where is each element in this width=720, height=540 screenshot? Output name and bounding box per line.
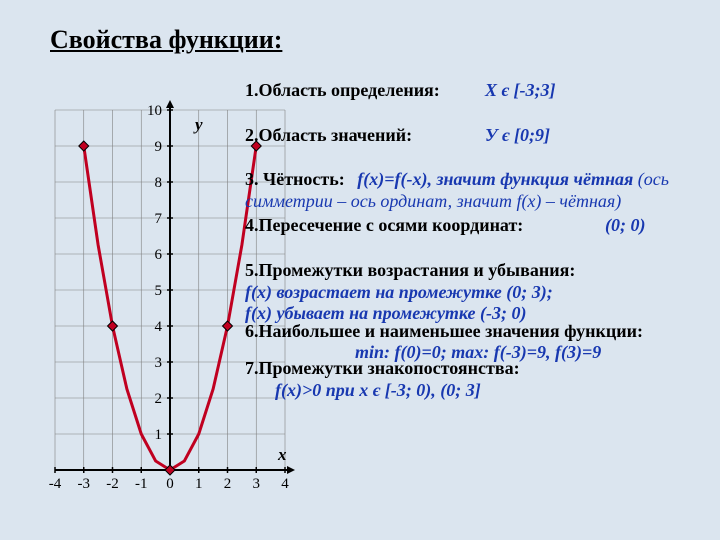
prop-5: 5.Промежутки возрастания и убывания: f(x… — [245, 260, 715, 325]
svg-text:1: 1 — [195, 476, 203, 492]
prop-7-label: 7.Промежутки знакопостоянства: — [245, 358, 520, 378]
svg-text:6: 6 — [155, 247, 163, 263]
properties-list: 1.Область определения: X є [-3;3] 2.Обла… — [245, 80, 715, 400]
svg-text:2: 2 — [224, 476, 232, 492]
svg-text:2: 2 — [155, 391, 163, 407]
svg-text:8: 8 — [155, 175, 163, 191]
svg-text:-3: -3 — [78, 476, 91, 492]
svg-text:4: 4 — [155, 319, 163, 335]
prop-1-label: 1.Область определения: — [245, 80, 440, 100]
svg-text:0: 0 — [166, 476, 174, 492]
page-title: Свойства функции: — [50, 24, 282, 57]
prop-4-answer: (0; 0) — [605, 215, 645, 237]
svg-text:10: 10 — [147, 103, 162, 119]
prop-1-answer: X є [-3;3] — [485, 80, 555, 102]
prop-3-answer: f(x)=f(-x), значит функция чётная — [357, 169, 633, 189]
prop-2: 2.Область значений: У є [0;9] — [245, 125, 715, 147]
svg-text:5: 5 — [155, 283, 163, 299]
svg-text:9: 9 — [155, 139, 163, 155]
svg-text:3: 3 — [155, 355, 163, 371]
svg-text:1: 1 — [155, 427, 163, 443]
svg-text:3: 3 — [253, 476, 261, 492]
prop-4-label: 4.Пересечение с осями координат: — [245, 215, 523, 235]
prop-2-label: 2.Область значений: — [245, 125, 412, 145]
prop-3-label: 3. Чётность: — [245, 169, 345, 189]
prop-7-answer: f(x)>0 при x є [-3; 0), (0; 3] — [275, 380, 481, 400]
prop-1: 1.Область определения: X є [-3;3] — [245, 80, 715, 102]
svg-text:4: 4 — [281, 476, 289, 492]
prop-6-label: 6.Наибольшее и наименьшее значения функц… — [245, 321, 643, 341]
y-axis-label: y — [195, 115, 203, 135]
prop-7: 7.Промежутки знакопостоянства: f(x)>0 пр… — [245, 358, 715, 401]
prop-4: 4.Пересечение с осями координат: (0; 0) — [245, 215, 715, 237]
svg-text:-4: -4 — [49, 476, 62, 492]
svg-text:7: 7 — [155, 211, 163, 227]
prop-5-label: 5.Промежутки возрастания и убывания: — [245, 260, 575, 280]
prop-3: 3. Чётность: f(x)=f(-x), значит функция … — [245, 169, 715, 212]
svg-text:-2: -2 — [106, 476, 119, 492]
x-axis-label: x — [278, 445, 287, 465]
prop-2-answer: У є [0;9] — [485, 125, 550, 147]
svg-text:-1: -1 — [135, 476, 148, 492]
prop-5-answer-1: f(x) возрастает на промежутке (0; 3); — [245, 282, 553, 302]
